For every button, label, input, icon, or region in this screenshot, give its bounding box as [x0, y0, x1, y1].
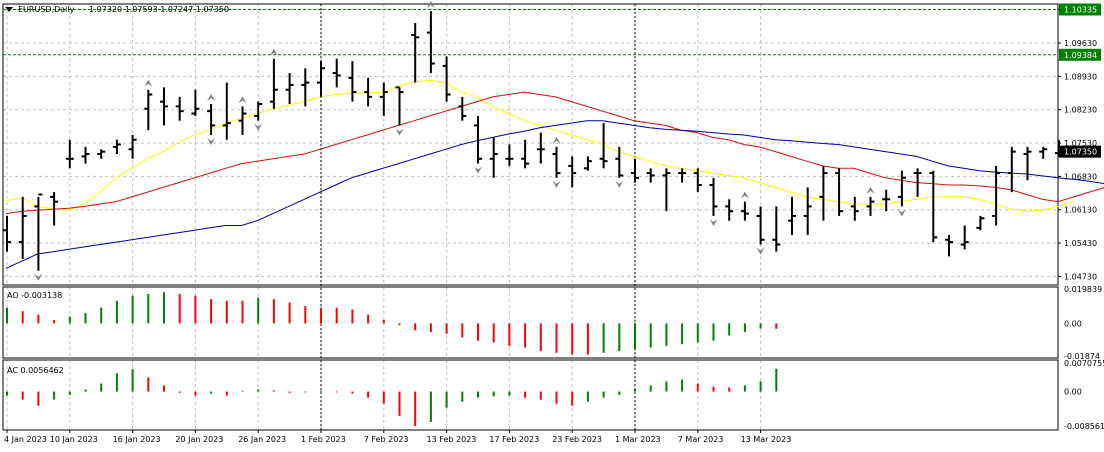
level-price-label-box	[1059, 3, 1101, 16]
price-axis-label: 1.06830	[1064, 172, 1097, 181]
fractal-down-icon	[709, 218, 718, 226]
fractal-up-icon	[740, 191, 749, 199]
ao-axis-label: -0.01874	[1064, 352, 1100, 361]
fractal-up-icon	[238, 96, 247, 104]
time-axis-label: 7 Feb 2023	[364, 435, 409, 444]
time-axis-label: 16 Jan 2023	[113, 435, 161, 444]
time-axis-label: 26 Jan 2023	[238, 435, 286, 444]
fractal-down-icon	[897, 209, 906, 217]
moving-average-yellow	[5, 79, 1074, 212]
price-axis-label: 1.08230	[1064, 106, 1097, 115]
price-axis-label: 1.04730	[1064, 272, 1097, 281]
ac-axis-label: 0.0070755	[1064, 359, 1104, 368]
time-axis-label: 1 Feb 2023	[301, 435, 346, 444]
fractal-up-icon	[269, 48, 278, 56]
fractal-down-icon	[615, 180, 624, 188]
fractal-down-icon	[395, 128, 404, 136]
fractal-up-icon	[552, 136, 561, 144]
moving-average-red	[5, 91, 1104, 215]
moving-average-blue	[5, 120, 1104, 269]
time-axis-label: 13 Feb 2023	[427, 435, 477, 444]
fractal-down-icon	[207, 137, 216, 145]
fractal-down-icon	[552, 180, 561, 188]
ac-panel-frame	[2, 359, 1059, 431]
level-price-label: 1.10335	[1064, 5, 1097, 14]
fractal-up-icon	[426, 1, 435, 9]
fractal-up-icon	[207, 94, 216, 102]
fractal-down-icon	[34, 273, 43, 281]
time-axis-label: 1 Mar 2023	[615, 435, 661, 444]
price-axis-label: 1.05430	[1064, 239, 1097, 248]
fractal-down-icon	[474, 166, 482, 174]
ac-axis-label: -0.0085610	[1064, 422, 1104, 431]
time-axis-label: 17 Feb 2023	[489, 435, 539, 444]
current-price-label: 1.07350	[1064, 148, 1097, 157]
ao-header: AO -0.003138	[7, 291, 62, 300]
price-axis-label: 1.07530	[1064, 139, 1097, 148]
price-axis-label: 1.06130	[1064, 206, 1097, 215]
ao-axis-label: 0.00	[1064, 319, 1082, 328]
ao-axis-label: 0.019839	[1064, 285, 1102, 294]
level-price-label: 1.09384	[1064, 51, 1097, 60]
price-axis-label: 1.08930	[1064, 72, 1097, 81]
fractal-down-icon	[756, 247, 765, 255]
fractal-down-icon	[254, 123, 263, 131]
ac-header: AC 0.0056462	[7, 366, 64, 375]
fractal-up-icon	[866, 186, 875, 194]
symbol-title: EURUSD,Daily	[18, 5, 75, 14]
level-price-label-box	[1059, 48, 1101, 61]
time-axis-label: 7 Mar 2023	[678, 435, 724, 444]
time-axis-label: 10 Jan 2023	[50, 435, 98, 444]
ohlc-readout: 1.07320 1.07593 1.07247 1.07350	[89, 5, 229, 14]
ao-panel-frame	[2, 286, 1059, 359]
price-axis-label: 1.09630	[1064, 39, 1097, 48]
time-axis-label: 20 Jan 2023	[175, 435, 223, 444]
time-axis-label: 13 Mar 2023	[741, 435, 792, 444]
chart-menu-triangle-icon[interactable]	[5, 7, 13, 12]
fractal-up-icon	[144, 79, 153, 87]
time-axis-label: 4 Jan 2023	[4, 435, 47, 444]
current-price-label-box	[1059, 145, 1101, 158]
ac-axis-label: 0.00	[1064, 388, 1082, 397]
time-axis-label: 23 Feb 2023	[552, 435, 602, 444]
